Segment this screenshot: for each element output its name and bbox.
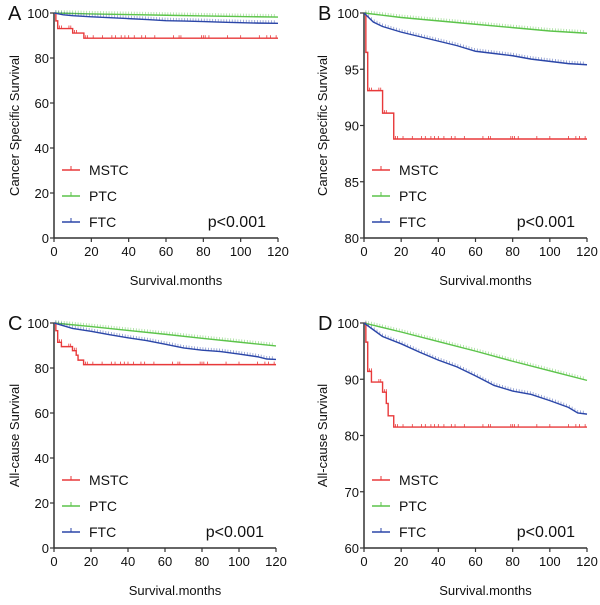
panel-d: D 60 70 80 90 100 0 20 40 60 80 100 120 Survival.mont…: [315, 313, 598, 598]
y-tick-label: 40: [35, 451, 49, 466]
legend-label-ptc: PTC: [89, 498, 117, 514]
x-tick-label: 40: [121, 554, 135, 569]
y-tick-label: 70: [345, 485, 359, 500]
y-tick-label: 90: [345, 372, 359, 387]
legend-label-ftc: FTC: [89, 524, 116, 540]
x-tick-label: 0: [360, 554, 367, 569]
legend-label-ptc: PTC: [399, 188, 427, 204]
panel-letter: D: [318, 313, 332, 335]
y-tick-label: 60: [345, 541, 359, 556]
x-tick-label: 0: [50, 244, 57, 259]
x-tick-label: 80: [196, 244, 210, 259]
y-tick-label: 40: [35, 141, 49, 156]
series-line-mstc: [54, 12, 278, 39]
p-value-annotation: p<0.001: [206, 524, 264, 541]
series-line-ptc: [53, 322, 277, 347]
x-tick-label: 40: [121, 244, 135, 259]
y-tick-label: 100: [27, 316, 49, 331]
y-tick-label: 85: [345, 175, 359, 190]
series-line-mstc: [364, 12, 587, 140]
panel-b: B 80 85 90 95 100 0 20 40 60 80 100 120 Survival.mont…: [315, 3, 598, 288]
panel-letter: B: [318, 3, 331, 25]
series-line-ptc: [363, 12, 588, 34]
x-tick-label: 20: [394, 554, 408, 569]
y-axis-title: Cancer Specific Survival: [315, 55, 330, 196]
series-line-ftc: [363, 12, 588, 66]
x-tick-label: 60: [468, 244, 482, 259]
legend-label-ftc: FTC: [89, 214, 116, 230]
x-tick-label: 40: [431, 244, 445, 259]
p-value-annotation: p<0.001: [517, 214, 575, 231]
y-tick-label: 60: [35, 96, 49, 111]
y-tick-label: 95: [345, 62, 359, 77]
x-tick-label: 0: [360, 244, 367, 259]
x-tick-label: 60: [158, 554, 172, 569]
x-tick-label: 100: [230, 244, 252, 259]
x-tick-label: 20: [84, 244, 98, 259]
x-tick-label: 20: [394, 244, 408, 259]
x-tick-label: 100: [228, 554, 250, 569]
y-tick-label: 0: [42, 541, 49, 556]
y-axis-title: Cancer Specific Survival: [7, 55, 22, 196]
y-tick-label: 100: [337, 316, 359, 331]
y-tick-label: 80: [35, 51, 49, 66]
x-tick-label: 40: [431, 554, 445, 569]
p-value-annotation: p<0.001: [208, 214, 266, 231]
x-tick-label: 100: [539, 244, 561, 259]
x-tick-label: 20: [84, 554, 98, 569]
legend-label-mstc: MSTC: [89, 472, 129, 488]
y-tick-label: 80: [345, 231, 359, 246]
panel-letter: A: [8, 3, 22, 25]
series-line-ptc: [363, 322, 588, 382]
y-tick-label: 80: [345, 429, 359, 444]
legend-label-ftc: FTC: [399, 524, 426, 540]
y-tick-label: 20: [35, 186, 49, 201]
y-tick-label: 60: [35, 406, 49, 421]
legend-label-ftc: FTC: [399, 214, 426, 230]
x-axis-title: Survival.months: [129, 583, 222, 598]
y-tick-label: 100: [27, 6, 49, 21]
y-axis-title: All-cause Survival: [315, 384, 330, 487]
x-tick-label: 60: [159, 244, 173, 259]
x-axis-title: Survival.months: [439, 273, 532, 288]
p-value-annotation: p<0.001: [517, 524, 575, 541]
series-line-mstc: [364, 322, 587, 428]
series-line-ftc: [53, 322, 277, 361]
y-axis-title: All-cause Survival: [7, 384, 22, 487]
series-line-mstc: [54, 322, 276, 366]
x-tick-label: 100: [539, 554, 561, 569]
x-tick-label: 60: [468, 554, 482, 569]
x-axis-title: Survival.months: [130, 273, 223, 288]
x-tick-label: 0: [50, 554, 57, 569]
panel-c: C 0 20 40 60 80 100 0 20 40 60 80 100 120 Survival.mon…: [7, 313, 287, 598]
panel-a: A 0 20 40 60 80 100 0 20 40 60 80 100 120 Survival.mon…: [7, 3, 289, 288]
y-tick-label: 0: [42, 231, 49, 246]
panel-letter: C: [8, 313, 22, 335]
series-line-ftc: [363, 322, 588, 415]
legend-label-ptc: PTC: [89, 188, 117, 204]
legend-label-mstc: MSTC: [89, 162, 129, 178]
legend-label-mstc: MSTC: [399, 162, 439, 178]
x-tick-label: 120: [576, 244, 598, 259]
legend-label-ptc: PTC: [399, 498, 427, 514]
y-tick-label: 90: [345, 119, 359, 134]
x-tick-label: 80: [505, 244, 519, 259]
x-tick-label: 80: [505, 554, 519, 569]
x-tick-label: 120: [265, 554, 287, 569]
y-tick-label: 100: [337, 6, 359, 21]
x-tick-label: 120: [267, 244, 289, 259]
y-tick-label: 80: [35, 361, 49, 376]
y-tick-label: 20: [35, 496, 49, 511]
legend-label-mstc: MSTC: [399, 472, 439, 488]
x-tick-label: 80: [195, 554, 209, 569]
x-axis-title: Survival.months: [439, 583, 532, 598]
x-tick-label: 120: [576, 554, 598, 569]
